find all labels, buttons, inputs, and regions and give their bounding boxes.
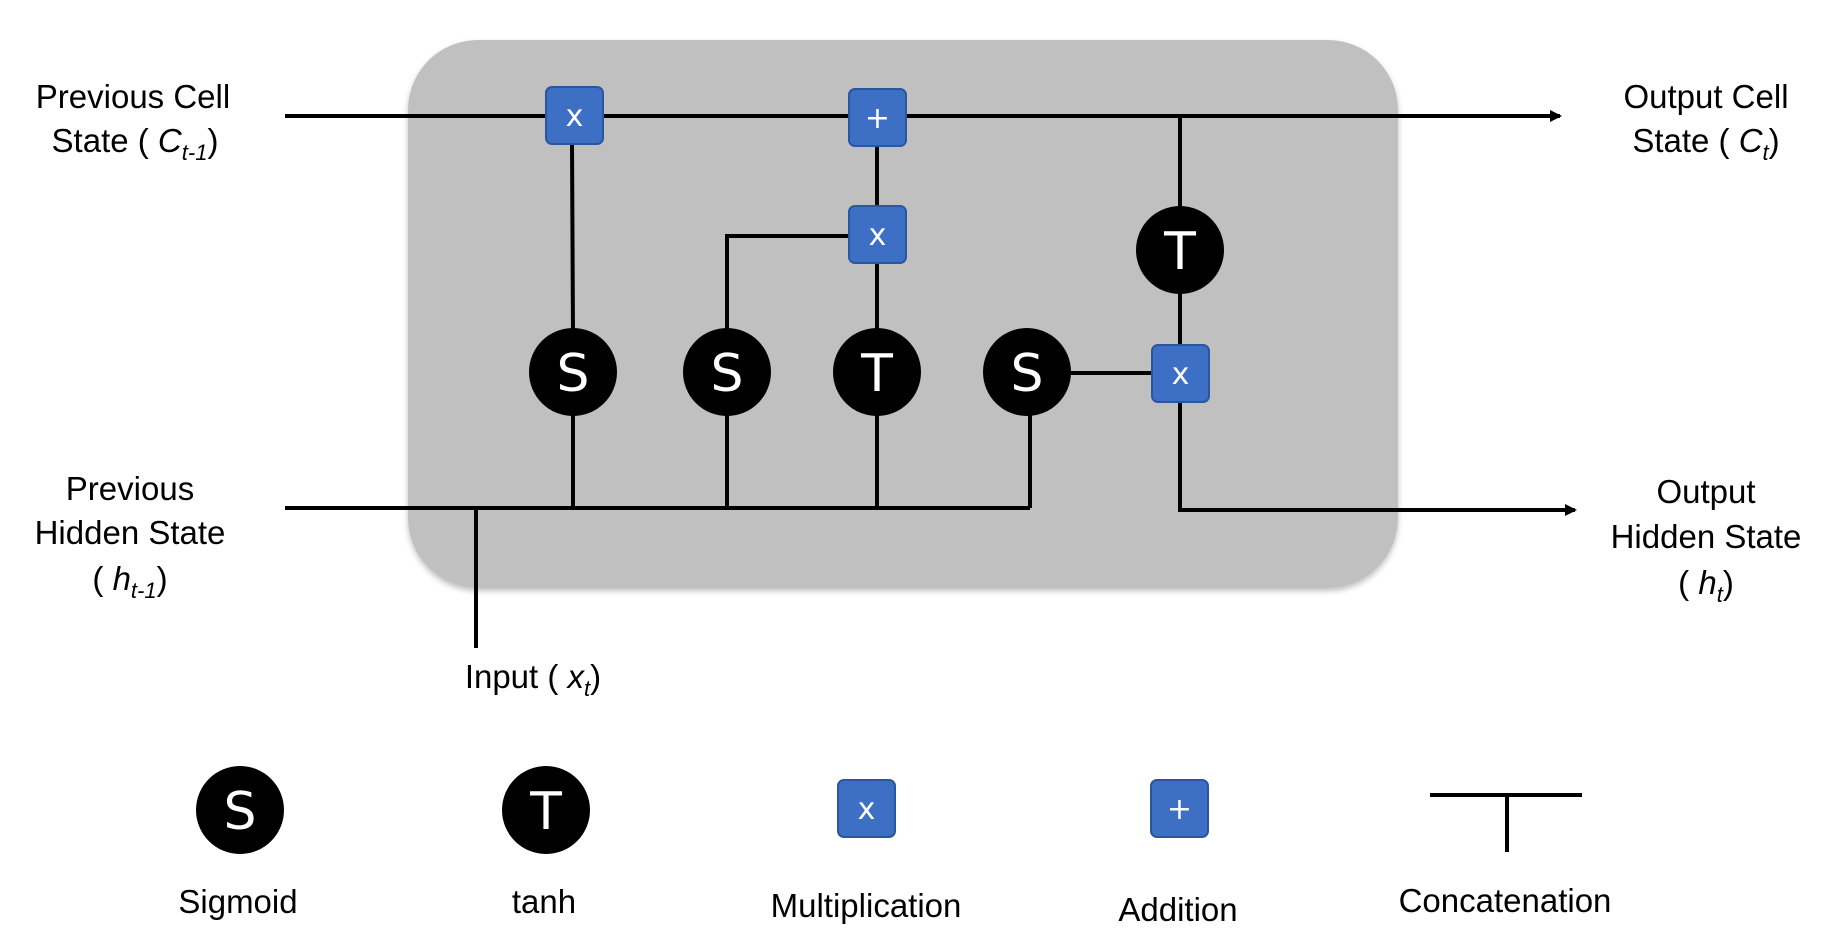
sigmoid-icon: S bbox=[223, 782, 256, 842]
legend-concatenation-label: Concatenation bbox=[1399, 882, 1612, 919]
mult-icon: x bbox=[566, 99, 584, 134]
prev-hidden-label-line1: Previous bbox=[66, 470, 194, 507]
out-hidden-label-line1: Output bbox=[1656, 473, 1755, 510]
sigmoid-icon: S bbox=[1010, 344, 1043, 404]
prev-cell-label-line1: Previous Cell bbox=[36, 78, 230, 115]
output-sigmoid-node: S bbox=[983, 328, 1071, 416]
input-mult-node: x bbox=[849, 206, 906, 263]
sigmoid-icon: S bbox=[710, 344, 743, 404]
legend-tanh: T tanh bbox=[502, 766, 590, 920]
out-hidden-label-line3: ( ht) bbox=[1678, 564, 1734, 607]
prev-hidden-label-line3: ( ht-1) bbox=[92, 560, 167, 603]
out-cell-label-line1: Output Cell bbox=[1623, 78, 1788, 115]
cell-tanh-node: T bbox=[1136, 206, 1224, 294]
forget-sigmoid-node: S bbox=[529, 328, 617, 416]
legend: S Sigmoid T tanh x Multiplication + Addi… bbox=[178, 766, 1611, 928]
prev-cell-label-line2: State ( Ct-1) bbox=[52, 122, 219, 165]
output-mult-node: x bbox=[1152, 345, 1209, 402]
legend-multiplication-label: Multiplication bbox=[771, 887, 962, 924]
add-icon: + bbox=[865, 101, 890, 136]
mult-icon: x bbox=[858, 792, 876, 827]
legend-multiplication: x Multiplication bbox=[771, 780, 962, 924]
legend-addition-label: Addition bbox=[1118, 891, 1237, 928]
add-node: + bbox=[849, 89, 906, 146]
legend-sigmoid-label: Sigmoid bbox=[178, 883, 297, 920]
prev-hidden-label-line2: Hidden State bbox=[35, 514, 226, 551]
sigmoid-icon: S bbox=[556, 344, 589, 404]
input-sigmoid-node: S bbox=[683, 328, 771, 416]
tanh-icon: T bbox=[529, 782, 562, 842]
forget-to-mult bbox=[572, 144, 573, 335]
candidate-tanh-node: T bbox=[833, 328, 921, 416]
legend-tanh-label: tanh bbox=[512, 883, 576, 920]
legend-addition: + Addition bbox=[1118, 780, 1237, 928]
add-icon: + bbox=[1167, 792, 1192, 827]
out-cell-label-line2: State ( Ct) bbox=[1632, 122, 1779, 165]
legend-concatenation: Concatenation bbox=[1399, 795, 1612, 919]
legend-sigmoid: S Sigmoid bbox=[178, 766, 297, 920]
mult-icon: x bbox=[1172, 357, 1190, 392]
input-label: Input ( xt) bbox=[465, 658, 601, 701]
tanh-icon: T bbox=[1163, 222, 1196, 282]
forget-mult-node: x bbox=[546, 87, 603, 144]
mult-icon: x bbox=[869, 218, 887, 253]
tanh-icon: T bbox=[860, 344, 893, 404]
out-hidden-label-line2: Hidden State bbox=[1611, 518, 1802, 555]
